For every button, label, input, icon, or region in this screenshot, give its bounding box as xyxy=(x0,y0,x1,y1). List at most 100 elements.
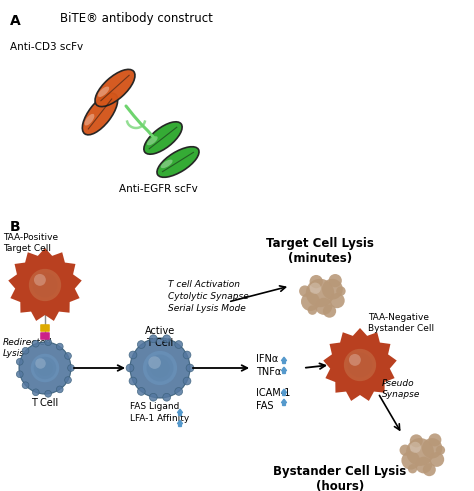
Circle shape xyxy=(183,351,191,359)
Circle shape xyxy=(126,364,134,372)
Text: TAA-Negative
Bystander Cell: TAA-Negative Bystander Cell xyxy=(368,313,434,333)
Circle shape xyxy=(351,355,369,374)
Circle shape xyxy=(163,393,171,401)
Circle shape xyxy=(34,274,46,286)
Circle shape xyxy=(137,341,145,349)
Circle shape xyxy=(186,364,194,372)
FancyArrow shape xyxy=(282,399,287,406)
Text: Target Cell Lysis
(minutes): Target Cell Lysis (minutes) xyxy=(266,237,374,265)
Ellipse shape xyxy=(84,114,94,126)
Circle shape xyxy=(34,357,56,379)
Circle shape xyxy=(17,371,23,378)
Circle shape xyxy=(56,386,63,393)
Circle shape xyxy=(315,298,332,315)
Ellipse shape xyxy=(161,160,173,168)
Text: Active
T Cell: Active T Cell xyxy=(145,326,175,349)
Circle shape xyxy=(347,352,373,378)
Circle shape xyxy=(436,445,445,455)
Circle shape xyxy=(323,304,336,318)
Circle shape xyxy=(22,382,29,388)
Circle shape xyxy=(129,351,137,359)
Circle shape xyxy=(415,457,432,473)
Circle shape xyxy=(306,279,334,307)
Circle shape xyxy=(64,377,72,383)
Circle shape xyxy=(29,269,61,301)
FancyArrow shape xyxy=(282,357,287,363)
Text: Anti-CD3 scFv: Anti-CD3 scFv xyxy=(10,42,83,52)
FancyArrow shape xyxy=(177,420,182,427)
Circle shape xyxy=(310,275,323,288)
Circle shape xyxy=(406,438,434,466)
FancyArrow shape xyxy=(282,367,287,374)
Circle shape xyxy=(32,272,58,298)
Text: T Cell: T Cell xyxy=(31,398,59,408)
Circle shape xyxy=(56,343,63,350)
Circle shape xyxy=(36,275,55,294)
Circle shape xyxy=(299,285,310,297)
Circle shape xyxy=(428,434,441,446)
Text: Anti-EGFR scFv: Anti-EGFR scFv xyxy=(118,184,197,194)
Text: Pseudo
Synapse: Pseudo Synapse xyxy=(382,379,420,399)
Circle shape xyxy=(175,341,182,349)
Circle shape xyxy=(17,358,23,365)
Circle shape xyxy=(344,349,376,381)
Text: B: B xyxy=(10,220,21,234)
FancyArrow shape xyxy=(282,389,287,395)
Circle shape xyxy=(22,347,29,354)
Ellipse shape xyxy=(82,93,118,135)
Ellipse shape xyxy=(95,69,135,107)
FancyBboxPatch shape xyxy=(40,324,50,332)
Circle shape xyxy=(37,360,53,376)
Circle shape xyxy=(45,390,52,397)
Circle shape xyxy=(175,387,182,395)
Text: Bystander Cell Lysis
(hours): Bystander Cell Lysis (hours) xyxy=(273,465,407,491)
Text: TAA-Positive
Target Cell: TAA-Positive Target Cell xyxy=(3,233,58,253)
Circle shape xyxy=(149,393,157,401)
Circle shape xyxy=(308,305,317,315)
FancyBboxPatch shape xyxy=(40,332,50,340)
Circle shape xyxy=(328,274,342,287)
Circle shape xyxy=(130,338,190,398)
Circle shape xyxy=(310,282,321,294)
Text: IFNα
TNFα: IFNα TNFα xyxy=(256,354,281,377)
Circle shape xyxy=(349,354,361,366)
Circle shape xyxy=(146,355,173,382)
Circle shape xyxy=(408,464,417,473)
Circle shape xyxy=(410,435,423,447)
Text: Redirected
Lysis: Redirected Lysis xyxy=(3,338,52,358)
Ellipse shape xyxy=(147,136,158,145)
Circle shape xyxy=(329,293,345,308)
Circle shape xyxy=(401,451,420,470)
Circle shape xyxy=(129,377,137,385)
Circle shape xyxy=(422,438,442,459)
Circle shape xyxy=(143,351,177,385)
Circle shape xyxy=(32,389,39,396)
Circle shape xyxy=(429,452,444,467)
Text: A: A xyxy=(10,14,21,28)
Circle shape xyxy=(68,365,74,371)
Circle shape xyxy=(64,353,72,359)
Text: FAS Ligand
LFA-1 Affinity: FAS Ligand LFA-1 Affinity xyxy=(130,402,189,423)
Circle shape xyxy=(31,354,59,382)
Text: BiTE® antibody construct: BiTE® antibody construct xyxy=(60,12,213,25)
Circle shape xyxy=(35,358,46,369)
Circle shape xyxy=(148,356,161,369)
Circle shape xyxy=(137,387,145,395)
Circle shape xyxy=(423,463,436,476)
Polygon shape xyxy=(323,328,397,401)
Circle shape xyxy=(400,444,410,456)
Circle shape xyxy=(301,292,320,311)
Circle shape xyxy=(45,339,52,346)
Text: T cell Activation
Cytolytic Synapse
Serial Lysis Mode: T cell Activation Cytolytic Synapse Seri… xyxy=(168,280,249,313)
Circle shape xyxy=(19,342,71,394)
Polygon shape xyxy=(8,248,82,321)
Ellipse shape xyxy=(144,122,182,154)
Circle shape xyxy=(149,335,157,343)
Ellipse shape xyxy=(98,86,109,97)
Circle shape xyxy=(322,279,343,300)
Circle shape xyxy=(183,377,191,385)
Circle shape xyxy=(163,335,171,343)
Circle shape xyxy=(32,340,39,347)
Circle shape xyxy=(150,358,170,378)
Text: ICAM-1
FAS: ICAM-1 FAS xyxy=(256,388,291,411)
